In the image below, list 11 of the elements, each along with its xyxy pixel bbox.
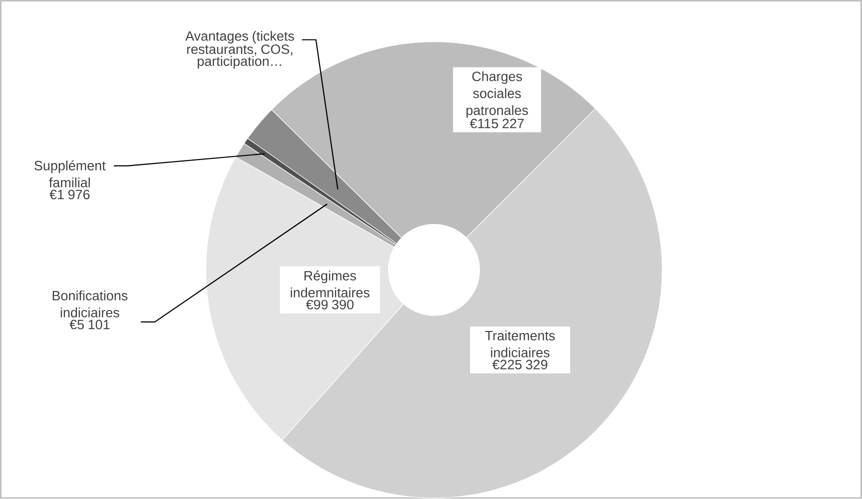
slice-label: Traitements indiciaires	[485, 330, 555, 358]
slice-label: Supplément familial	[34, 160, 106, 188]
slice-label: Régimes indemnitaires	[290, 270, 370, 298]
data-label: €99 390	[306, 300, 354, 310]
data-label: €5 101	[70, 320, 110, 330]
data-label: €1 976	[50, 190, 90, 200]
data-label: €225 329	[492, 360, 548, 370]
slice-label: Bonifications indiciaires	[52, 290, 128, 318]
data-label: €115 227	[470, 118, 524, 128]
slice-label: Charges sociales patronales	[466, 71, 528, 118]
slice-label: Avantages (tickets restaurants, COS, participation…	[185, 31, 294, 69]
